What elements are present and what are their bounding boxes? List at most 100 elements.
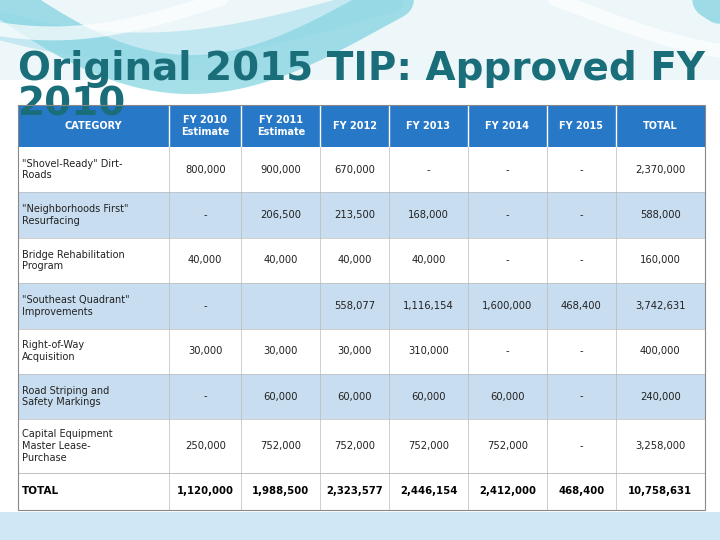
Bar bbox=[0, 36, 720, 37]
Text: 1,120,000: 1,120,000 bbox=[176, 487, 234, 496]
Bar bbox=[0, 5, 720, 6]
Text: 670,000: 670,000 bbox=[334, 165, 375, 174]
Bar bbox=[0, 77, 720, 78]
Text: 2,412,000: 2,412,000 bbox=[479, 487, 536, 496]
Text: -: - bbox=[427, 165, 431, 174]
Bar bbox=[0, 75, 720, 76]
Text: 800,000: 800,000 bbox=[185, 165, 225, 174]
Bar bbox=[0, 66, 720, 67]
Text: FY 2015: FY 2015 bbox=[559, 121, 603, 131]
Text: 40,000: 40,000 bbox=[188, 255, 222, 266]
Bar bbox=[0, 44, 720, 45]
Bar bbox=[0, 64, 720, 65]
Bar bbox=[0, 78, 720, 79]
Text: 752,000: 752,000 bbox=[260, 441, 301, 451]
Text: 310,000: 310,000 bbox=[408, 346, 449, 356]
Bar bbox=[0, 34, 720, 35]
Bar bbox=[18, 238, 705, 283]
Text: 558,077: 558,077 bbox=[334, 301, 375, 311]
Text: -: - bbox=[505, 346, 509, 356]
Bar bbox=[0, 47, 720, 48]
Text: 400,000: 400,000 bbox=[640, 346, 680, 356]
Bar bbox=[0, 13, 720, 14]
Bar bbox=[0, 57, 720, 58]
Text: 40,000: 40,000 bbox=[411, 255, 446, 266]
Bar bbox=[0, 55, 720, 56]
Text: 40,000: 40,000 bbox=[338, 255, 372, 266]
Bar bbox=[0, 38, 720, 39]
Text: 3,258,000: 3,258,000 bbox=[635, 441, 685, 451]
Bar bbox=[0, 60, 720, 61]
Text: -: - bbox=[580, 255, 583, 266]
Bar bbox=[0, 35, 720, 36]
Text: -: - bbox=[580, 165, 583, 174]
Text: FY 2010
Estimate: FY 2010 Estimate bbox=[181, 115, 230, 137]
Bar bbox=[0, 0, 720, 1]
Text: 468,400: 468,400 bbox=[558, 487, 605, 496]
Bar bbox=[0, 61, 720, 62]
Text: "Neighborhoods First"
Resurfacing: "Neighborhoods First" Resurfacing bbox=[22, 204, 128, 226]
Text: 2010: 2010 bbox=[18, 85, 126, 123]
Text: -: - bbox=[580, 210, 583, 220]
Bar bbox=[0, 48, 720, 49]
Text: -: - bbox=[203, 392, 207, 402]
Bar bbox=[0, 19, 720, 20]
Text: 2,370,000: 2,370,000 bbox=[635, 165, 685, 174]
Bar bbox=[0, 50, 720, 51]
Text: Bridge Rehabilitation
Program: Bridge Rehabilitation Program bbox=[22, 249, 125, 271]
Text: 588,000: 588,000 bbox=[640, 210, 680, 220]
Text: 206,500: 206,500 bbox=[260, 210, 301, 220]
Text: Original 2015 TIP: Approved FY: Original 2015 TIP: Approved FY bbox=[18, 50, 705, 88]
Bar bbox=[0, 8, 720, 9]
Text: -: - bbox=[203, 210, 207, 220]
Bar bbox=[0, 33, 720, 34]
Bar bbox=[0, 3, 720, 4]
Bar bbox=[0, 1, 720, 2]
Text: Road Striping and
Safety Markings: Road Striping and Safety Markings bbox=[22, 386, 109, 407]
Bar bbox=[0, 12, 720, 13]
Bar bbox=[0, 45, 720, 46]
Text: 240,000: 240,000 bbox=[640, 392, 680, 402]
Bar bbox=[0, 67, 720, 68]
Text: FY 2014: FY 2014 bbox=[485, 121, 529, 131]
Text: FY 2012: FY 2012 bbox=[333, 121, 377, 131]
Text: 752,000: 752,000 bbox=[487, 441, 528, 451]
Text: Right-of-Way
Acquisition: Right-of-Way Acquisition bbox=[22, 340, 84, 362]
Text: 168,000: 168,000 bbox=[408, 210, 449, 220]
Bar bbox=[0, 26, 720, 27]
Bar bbox=[0, 9, 720, 10]
Text: Capital Equipment
Master Lease-
Purchase: Capital Equipment Master Lease- Purchase bbox=[22, 429, 112, 463]
Bar bbox=[0, 42, 720, 43]
Bar bbox=[0, 71, 720, 72]
Text: TOTAL: TOTAL bbox=[22, 487, 59, 496]
Bar bbox=[18, 374, 705, 419]
Text: 468,400: 468,400 bbox=[561, 301, 602, 311]
Text: 160,000: 160,000 bbox=[640, 255, 681, 266]
Bar bbox=[0, 0, 720, 80]
Bar bbox=[0, 24, 720, 25]
Bar bbox=[0, 53, 720, 54]
Bar bbox=[0, 20, 720, 21]
Bar bbox=[0, 14, 720, 15]
Bar bbox=[0, 56, 720, 57]
Bar bbox=[18, 283, 705, 328]
Text: -: - bbox=[580, 346, 583, 356]
Bar bbox=[0, 32, 720, 33]
Bar bbox=[0, 76, 720, 77]
Text: 60,000: 60,000 bbox=[490, 392, 525, 402]
Bar bbox=[0, 43, 720, 44]
Text: -: - bbox=[580, 392, 583, 402]
Bar bbox=[0, 21, 720, 22]
Bar bbox=[18, 473, 705, 510]
Bar bbox=[0, 22, 720, 23]
Bar bbox=[0, 70, 720, 71]
Bar bbox=[0, 49, 720, 50]
Bar bbox=[0, 27, 720, 28]
Bar bbox=[0, 512, 720, 540]
Bar bbox=[0, 58, 720, 59]
Text: "Shovel-Ready" Dirt-
Roads: "Shovel-Ready" Dirt- Roads bbox=[22, 159, 122, 180]
Bar bbox=[0, 40, 720, 41]
Text: 752,000: 752,000 bbox=[334, 441, 375, 451]
Bar bbox=[0, 30, 720, 31]
Text: 2,323,577: 2,323,577 bbox=[326, 487, 383, 496]
